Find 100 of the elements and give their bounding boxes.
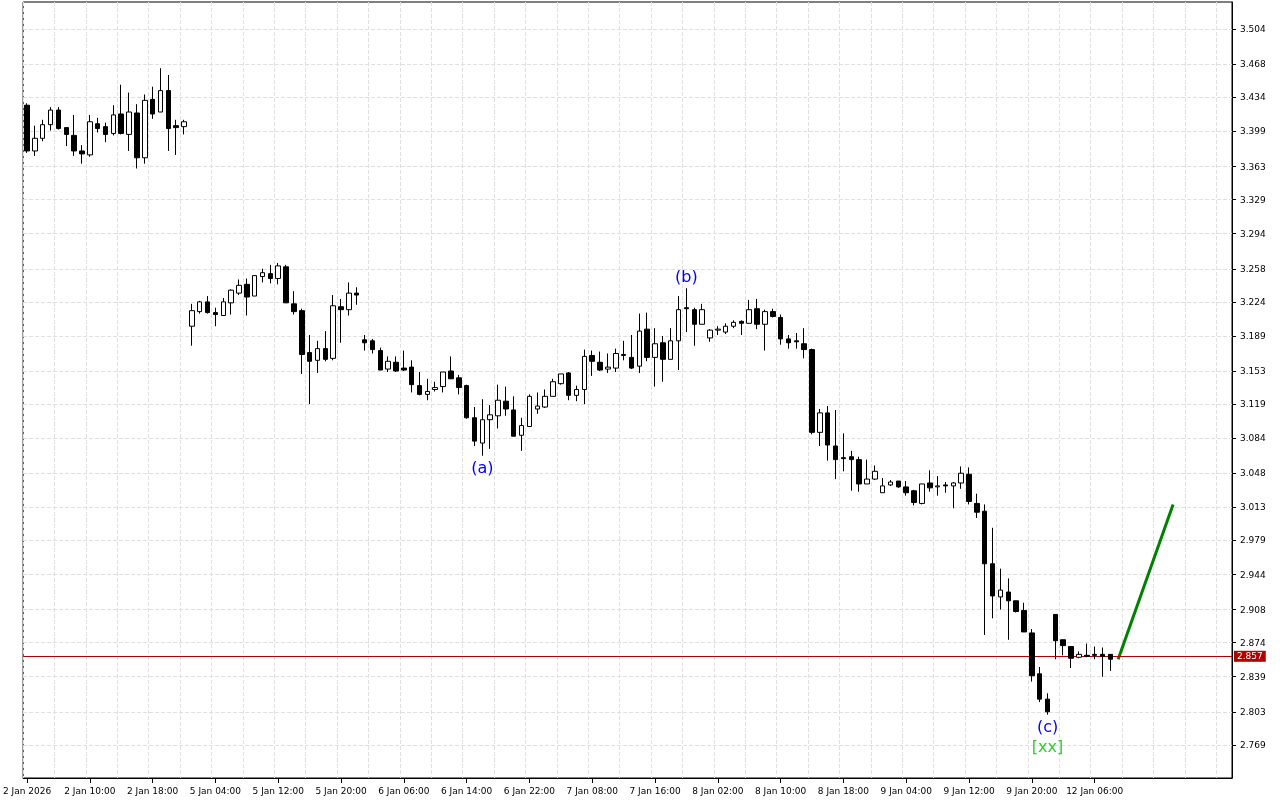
x-tick-label: 5 Jan 20:00: [315, 785, 367, 796]
candlestick: [582, 349, 587, 405]
candlestick: [692, 307, 697, 347]
x-tick-label: 8 Jan 10:00: [755, 785, 807, 796]
x-tick-label: 7 Jan 08:00: [566, 785, 619, 796]
candlestick: [189, 303, 195, 347]
candlestick: [684, 287, 689, 333]
candlestick: [393, 355, 399, 373]
candlestick: [425, 378, 430, 401]
candlestick: [291, 290, 297, 316]
candlestick: [1013, 600, 1019, 613]
candlestick: [432, 381, 438, 392]
candlestick: [527, 393, 532, 428]
candlestick: [927, 469, 933, 493]
candlestick: [1021, 602, 1027, 633]
x-tick-label: 12 Jan 06:00: [1066, 785, 1124, 796]
candlestick: [715, 325, 721, 336]
x-tick-label: 2 Jan 18:00: [127, 785, 179, 796]
candlestick: [911, 489, 917, 506]
candlestick: [362, 334, 367, 352]
candlestick: [778, 314, 783, 346]
y-tick-label: 3.153: [1240, 366, 1266, 377]
candlestick: [32, 125, 38, 157]
candlestick: [817, 408, 823, 447]
candlestick: [330, 294, 336, 361]
candlestick: [275, 262, 281, 285]
candlestick: [770, 308, 776, 318]
candlestick: [503, 386, 509, 417]
candlestick: [566, 371, 571, 401]
candlestick: [173, 119, 179, 156]
annotation: (b): [675, 266, 698, 286]
candlestick: [660, 335, 666, 383]
candlestick: [1108, 653, 1113, 672]
candlestick: [95, 117, 100, 133]
candlestick: [260, 268, 265, 283]
x-tick-label: 9 Jan 04:00: [880, 785, 933, 796]
candlestick: [1060, 639, 1066, 656]
candlestick: [1037, 666, 1042, 703]
x-tick-label: 5 Jan 04:00: [189, 785, 242, 796]
candlestick: [472, 406, 477, 447]
candlestick: [440, 371, 446, 393]
x-tick-label: 5 Jan 12:00: [252, 785, 305, 796]
candlestick: [1092, 646, 1097, 660]
candlestick: [888, 479, 893, 487]
candlestick: [880, 477, 885, 494]
x-tick-label: 8 Jan 02:00: [692, 785, 744, 796]
candlestick: [56, 106, 61, 131]
candlestick: [919, 483, 925, 505]
candlestick: [370, 338, 375, 354]
candlestick: [801, 327, 807, 359]
y-tick-label: 3.013: [1240, 502, 1266, 513]
candlestick: [150, 86, 155, 120]
candlestick: [597, 351, 603, 372]
candlestick: [762, 309, 768, 352]
candlestick: [283, 264, 289, 304]
x-tick-label: 7 Jan 16:00: [629, 785, 681, 796]
candlestick: [841, 432, 846, 472]
candlestick: [668, 327, 673, 360]
y-tick-label: 3.294: [1240, 228, 1267, 239]
x-tick-label: 6 Jan 22:00: [503, 785, 556, 796]
y-tick-label: 3.224: [1240, 296, 1267, 307]
candlestick: [134, 103, 140, 169]
candlestick: [1068, 646, 1074, 669]
annotation: (c): [1036, 717, 1059, 737]
candlestick: [299, 308, 305, 375]
annotation: [xx]: [1031, 737, 1064, 757]
candlestick: [244, 278, 250, 317]
y-tick-label: 2.944: [1240, 569, 1267, 580]
candlestick: [723, 322, 728, 335]
x-tick-label: 2 Jan 10:00: [64, 785, 116, 796]
candlestick: [519, 417, 524, 452]
candlestick: [558, 373, 564, 386]
candlestick: [111, 104, 116, 136]
x-tick-label: 6 Jan 14:00: [441, 785, 493, 796]
candlestick: [699, 303, 705, 325]
candlestick: [864, 459, 870, 485]
candlestick: [872, 464, 878, 481]
y-tick-label: 3.399: [1240, 126, 1267, 137]
candlestick: [480, 398, 485, 457]
candlestick: [1084, 643, 1090, 658]
candlestick: [652, 327, 658, 388]
candlestick: [315, 340, 320, 374]
candlestick: [903, 480, 909, 497]
candlestick: [448, 355, 454, 380]
candlestick: [213, 307, 218, 327]
candlestick: [346, 281, 352, 317]
x-tick-label: 9 Jan 12:00: [943, 785, 995, 796]
candlestick: [825, 405, 830, 462]
candlestick: [417, 371, 422, 396]
candlestick: [456, 374, 462, 395]
y-tick-label: 3.119: [1240, 399, 1267, 410]
y-tick-label: 3.084: [1240, 433, 1267, 444]
x-tick-label: 8 Jan 18:00: [817, 785, 870, 796]
y-tick-label: 2.803: [1240, 706, 1266, 717]
y-tick-label: 3.468: [1240, 59, 1267, 70]
candlestick: [252, 275, 257, 297]
candlestick: [378, 347, 383, 371]
candlestick: [205, 295, 210, 315]
candlestick: [731, 319, 736, 329]
y-tick-label: 3.189: [1240, 330, 1267, 341]
